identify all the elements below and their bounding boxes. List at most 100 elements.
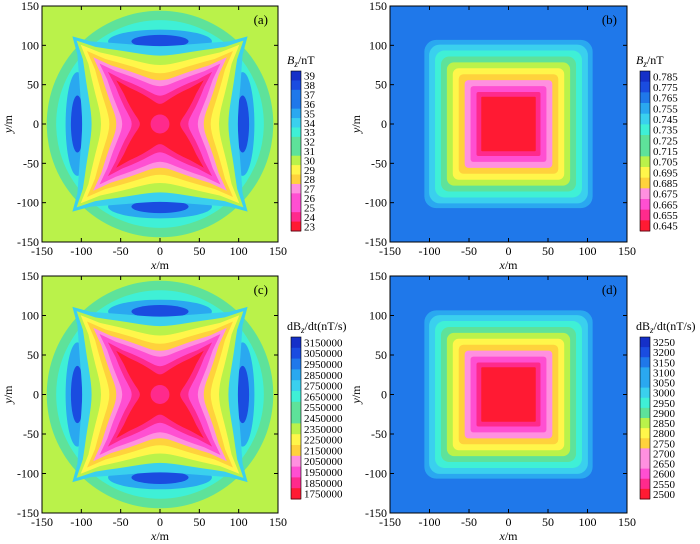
colorbar-swatch: [640, 220, 650, 232]
colorbar-swatch: [291, 488, 301, 500]
colorbar-level-label: 31: [304, 146, 315, 158]
colorbar-level-label: 2600: [653, 469, 676, 481]
x-tick-label: -50: [113, 515, 129, 529]
colorbar-level-label: 0.695: [653, 167, 678, 179]
colorbar-swatch: [291, 477, 301, 489]
colorbar-level-label: 0.685: [653, 178, 678, 190]
colorbar-level-label: 0.705: [653, 157, 678, 169]
colorbar-swatch: [640, 397, 650, 409]
x-tick-label: -100: [70, 244, 92, 258]
colorbar-level-label: 2650: [653, 459, 676, 471]
colorbar-level-label: 0.735: [653, 125, 678, 137]
colorbar-level-label: 2650000: [304, 391, 343, 403]
colorbar-swatch: [291, 99, 301, 110]
y-tick-label: 0: [381, 117, 387, 131]
colorbar-swatch: [291, 165, 301, 176]
y-tick-label: 150: [369, 269, 387, 283]
colorbar-level-label: 0.725: [653, 135, 678, 147]
colorbar-swatch: [291, 221, 301, 232]
y-tick-label: 150: [21, 269, 39, 283]
y-tick-label: -150: [17, 235, 39, 249]
colorbar-level-label: 2550000: [304, 402, 343, 414]
blue-lobe-core: [236, 365, 250, 424]
y-tick-label: 100: [21, 309, 39, 323]
colorbar-swatch: [291, 434, 301, 446]
x-tick-label: 100: [230, 515, 248, 529]
colorbar-swatch: [291, 455, 301, 468]
blue-lobe-core: [70, 365, 84, 424]
colorbar-swatch: [640, 156, 650, 168]
colorbar-level-label: 3050: [653, 378, 676, 390]
colorbar-swatch: [640, 167, 650, 179]
x-axis-label: x/m: [150, 258, 170, 272]
colorbar-swatch: [640, 103, 650, 115]
colorbar-swatch: [640, 337, 650, 348]
y-tick-label: 150: [369, 0, 387, 13]
colorbar-swatch: [291, 445, 301, 457]
center-spot: [150, 114, 170, 134]
colorbar-level-label: 0.785: [653, 71, 678, 83]
panel-label: (b): [602, 12, 617, 27]
colorbar-swatch: [640, 428, 650, 439]
x-tick-label: 50: [542, 244, 554, 258]
colorbar-swatch: [291, 380, 301, 392]
x-tick-label: 100: [579, 515, 597, 529]
colorbar-swatch: [291, 80, 301, 91]
colorbar-swatch: [291, 412, 301, 424]
colorbar-level-label: 39: [304, 71, 316, 83]
colorbar-swatch: [640, 407, 650, 419]
panel-a: (a) -150 -100 -50 0 50 100 150 150 100 50 0 -50 -100 -…: [1, 0, 316, 272]
colorbar-level-label: 0.765: [653, 93, 678, 105]
colorbar-level-label: 30: [304, 155, 316, 167]
y-tick-label: -150: [365, 506, 387, 520]
colorbar-level-label: 27: [304, 184, 316, 196]
panel-label: (c): [254, 282, 268, 297]
y-tick-label: 100: [369, 38, 387, 52]
colorbar-level-label: 3000: [653, 388, 676, 400]
colorbar-swatch: [291, 212, 301, 223]
panel-b: (b) -150 -100 -50 0 50 100 150 150 100 50 0 -50 -100 -…: [349, 0, 678, 272]
x-tick-label: 0: [157, 244, 163, 258]
x-axis-label: x/m: [499, 529, 519, 543]
colorbar-swatch: [640, 448, 650, 459]
y-tick-label: -50: [371, 156, 387, 170]
colorbar-swatch: [291, 358, 301, 370]
colorbar-level-label: 37: [304, 90, 316, 102]
colorbar-swatch: [640, 188, 650, 200]
colorbar-level-label: 2450000: [304, 413, 343, 425]
colorbar-swatch: [640, 209, 650, 221]
colorbar-frame: [290, 70, 302, 232]
x-tick-label: 0: [157, 515, 163, 529]
colorbar-level-label: 29: [304, 165, 316, 177]
y-axis-label: y/m: [1, 385, 15, 405]
blue-lobe-core: [131, 305, 189, 319]
colorbar-level-label: 28: [304, 174, 316, 186]
colorbar-swatch: [640, 357, 650, 368]
colorbar-swatch: [291, 71, 301, 81]
blue-lobe-core: [131, 34, 189, 48]
colorbar-swatch: [291, 155, 301, 166]
colorbar-level-label: 2550: [653, 479, 676, 491]
y-tick-label: 50: [27, 78, 39, 92]
colorbar-swatch: [640, 113, 650, 125]
x-axis-label: x/m: [499, 258, 519, 272]
colorbar-swatch: [640, 377, 650, 389]
y-tick-label: 150: [21, 0, 39, 13]
y-tick-label: 100: [369, 309, 387, 323]
colorbar-swatch: [291, 401, 301, 414]
y-tick-label: -50: [23, 156, 39, 170]
colorbar-swatch: [640, 81, 650, 93]
colorbar-swatch: [640, 124, 650, 136]
colorbar-level-label: 3200: [653, 347, 676, 359]
x-tick-label: -150: [379, 515, 401, 529]
y-tick-label: -100: [365, 196, 387, 210]
colorbar-level-label: 0.645: [653, 221, 678, 233]
contour-band: [481, 367, 536, 422]
colorbar-swatch: [640, 199, 650, 211]
x-tick-label: 100: [579, 244, 597, 258]
colorbar-swatch: [291, 146, 301, 157]
colorbar-level-label: 25: [304, 202, 316, 214]
panel-c: (c) -150 -100 -50 0 50 100 150 150 100 50 0 -50 -100 -…: [1, 269, 347, 543]
colorbar-level-label: 2800: [653, 428, 676, 440]
